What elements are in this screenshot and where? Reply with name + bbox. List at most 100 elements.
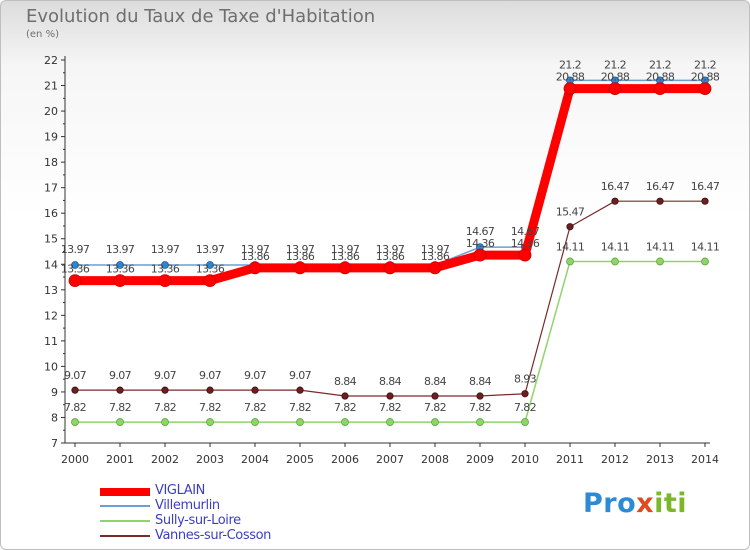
proxiti-logo: Proxiti xyxy=(583,488,687,519)
data-point-sully-sur-loire xyxy=(476,418,484,426)
y-tick-label: 22 xyxy=(44,54,58,67)
legend-swatch-viglain xyxy=(100,488,150,496)
data-label-vannes-sur-cosson: 8.84 xyxy=(334,375,357,388)
data-point-villemurlin xyxy=(161,261,169,269)
data-label-sully-sur-loire: 14.11 xyxy=(646,240,675,253)
data-point-vannes-sur-cosson xyxy=(611,197,619,205)
data-label-villemurlin: 21.2 xyxy=(649,58,671,71)
data-point-villemurlin xyxy=(71,261,79,269)
data-label-sully-sur-loire: 7.82 xyxy=(289,401,311,414)
data-label-viglain: 13.36 xyxy=(151,263,180,276)
data-label-sully-sur-loire: 14.11 xyxy=(691,240,720,253)
y-tick-label: 19 xyxy=(44,131,58,144)
series-line-vannes-sur-cosson xyxy=(75,200,705,397)
data-point-sully-sur-loire xyxy=(296,418,304,426)
data-label-sully-sur-loire: 7.82 xyxy=(154,401,176,414)
y-tick-label: 11 xyxy=(44,335,58,348)
data-point-sully-sur-loire xyxy=(656,257,664,266)
data-point-sully-sur-loire xyxy=(161,418,169,426)
data-label-villemurlin: 21.2 xyxy=(604,58,626,71)
y-tick-label: 12 xyxy=(44,309,58,322)
data-label-viglain: 20.88 xyxy=(556,71,585,84)
data-label-sully-sur-loire: 14.11 xyxy=(601,240,630,253)
legend-label-viglain: VIGLAIN xyxy=(155,483,205,498)
series-line-villemurlin xyxy=(75,79,705,266)
data-label-villemurlin: 13.97 xyxy=(196,243,225,256)
data-label-villemurlin: 13.97 xyxy=(376,243,405,256)
data-point-sully-sur-loire xyxy=(431,418,439,426)
data-point-vannes-sur-cosson xyxy=(296,386,304,394)
legend-swatch-vannes xyxy=(100,535,150,537)
data-point-sully-sur-loire xyxy=(386,418,394,426)
data-label-villemurlin: 13.97 xyxy=(61,243,90,256)
y-tick-label: 9 xyxy=(51,386,58,399)
data-point-sully-sur-loire xyxy=(521,418,529,426)
y-tick-label: 16 xyxy=(44,207,58,220)
data-point-vannes-sur-cosson xyxy=(161,386,169,394)
data-point-viglain xyxy=(293,261,307,275)
data-point-viglain xyxy=(248,261,262,275)
data-label-sully-sur-loire: 7.82 xyxy=(334,401,356,414)
data-point-vannes-sur-cosson xyxy=(341,392,349,400)
data-label-vannes-sur-cosson: 9.07 xyxy=(289,369,312,382)
data-label-vannes-sur-cosson: 8.84 xyxy=(424,375,447,388)
x-tick-label: 2000 xyxy=(61,453,89,466)
data-label-viglain: 13.86 xyxy=(421,250,450,263)
legend-swatch-sully xyxy=(100,520,150,522)
y-tick-label: 13 xyxy=(44,284,58,297)
data-label-viglain: 14.36 xyxy=(511,237,540,250)
data-point-villemurlin xyxy=(206,261,214,269)
x-tick-label: 2010 xyxy=(511,453,539,466)
data-label-villemurlin: 13.97 xyxy=(151,243,180,256)
data-label-viglain: 20.88 xyxy=(691,71,720,84)
data-point-sully-sur-loire xyxy=(71,418,79,426)
data-point-viglain xyxy=(203,274,217,288)
data-point-vannes-sur-cosson xyxy=(656,197,664,205)
data-label-viglain: 13.36 xyxy=(106,263,135,276)
data-point-sully-sur-loire xyxy=(251,418,259,426)
data-label-villemurlin: 21.2 xyxy=(559,58,581,71)
data-point-villemurlin xyxy=(116,261,124,269)
data-label-villemurlin: 14.67 xyxy=(466,225,495,238)
data-point-sully-sur-loire xyxy=(206,418,214,426)
data-label-villemurlin: 14.67 xyxy=(511,225,540,238)
data-label-viglain: 13.86 xyxy=(241,250,270,263)
x-tick-label: 2002 xyxy=(151,453,179,466)
data-label-vannes-sur-cosson: 8.84 xyxy=(379,375,402,388)
data-label-viglain: 13.36 xyxy=(196,263,225,276)
data-point-viglain xyxy=(383,261,397,275)
data-label-sully-sur-loire: 7.82 xyxy=(424,401,446,414)
data-label-vannes-sur-cosson: 9.07 xyxy=(154,369,177,382)
x-tick-label: 2007 xyxy=(376,453,404,466)
y-tick-label: 18 xyxy=(44,156,58,169)
x-tick-label: 2001 xyxy=(106,453,134,466)
x-tick-label: 2005 xyxy=(286,453,314,466)
data-point-vannes-sur-cosson xyxy=(206,386,214,394)
data-label-vannes-sur-cosson: 9.07 xyxy=(244,369,267,382)
data-label-sully-sur-loire: 7.82 xyxy=(379,401,401,414)
x-tick-label: 2008 xyxy=(421,453,449,466)
data-label-villemurlin: 13.97 xyxy=(421,243,450,256)
data-label-vannes-sur-cosson: 16.47 xyxy=(601,180,630,193)
data-label-villemurlin: 13.97 xyxy=(241,243,270,256)
data-point-viglain xyxy=(653,82,667,95)
y-tick-label: 20 xyxy=(44,105,58,118)
y-tick-label: 15 xyxy=(44,233,58,246)
data-point-viglain xyxy=(473,248,487,262)
data-point-sully-sur-loire xyxy=(611,257,619,266)
y-tick-label: 8 xyxy=(51,411,58,424)
data-point-vannes-sur-cosson xyxy=(116,386,124,394)
data-label-sully-sur-loire: 7.82 xyxy=(199,401,221,414)
x-tick-label: 2009 xyxy=(466,453,494,466)
data-point-vannes-sur-cosson xyxy=(71,386,79,394)
data-label-villemurlin: 13.97 xyxy=(106,243,135,256)
data-point-vannes-sur-cosson xyxy=(566,223,574,231)
data-label-vannes-sur-cosson: 8.93 xyxy=(514,373,537,386)
data-label-viglain: 13.86 xyxy=(376,250,405,263)
data-label-sully-sur-loire: 7.82 xyxy=(109,401,131,414)
series-layer xyxy=(68,76,712,426)
y-tick-label: 14 xyxy=(44,258,58,271)
y-tick-label: 21 xyxy=(44,80,58,93)
y-tick-label: 10 xyxy=(44,360,58,373)
